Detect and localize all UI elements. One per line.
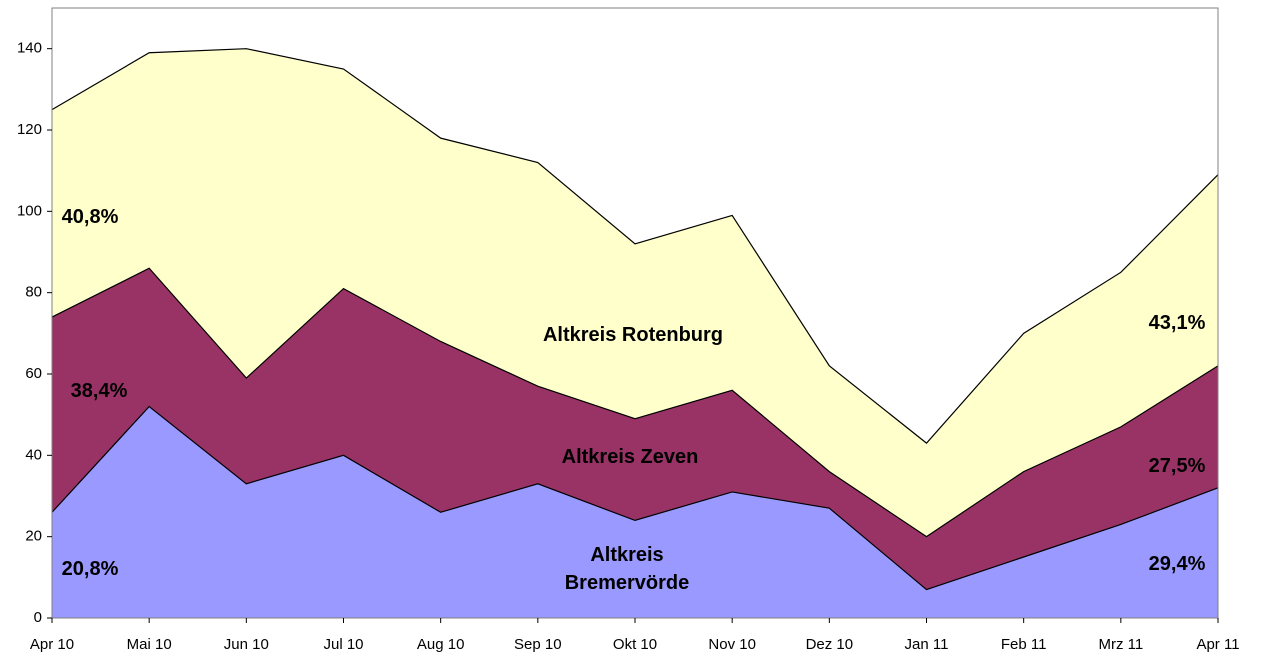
x-tick-label: Sep 10 xyxy=(514,636,562,653)
x-tick-label: Okt 10 xyxy=(613,636,657,653)
share-label: 43,1% xyxy=(1148,312,1206,334)
x-tick-label: Mrz 11 xyxy=(1098,636,1143,653)
area-edge xyxy=(51,267,1219,538)
x-tick-label: Dez 10 xyxy=(806,636,854,653)
series-label: Altkreis Zeven xyxy=(561,446,699,468)
share-label: 40,8% xyxy=(61,206,119,228)
y-tick-label: 140 xyxy=(17,40,42,57)
y-tick-label: 20 xyxy=(25,528,42,545)
y-tick-label: 40 xyxy=(25,446,42,463)
area-fill xyxy=(52,406,1218,618)
x-tick-label: Apr 10 xyxy=(30,636,74,653)
area-fill xyxy=(52,268,1218,590)
share-label: 20,8% xyxy=(61,558,119,580)
y-tick-label: 120 xyxy=(17,121,42,138)
y-tick-label: 60 xyxy=(25,365,42,382)
y-tick-label: 0 xyxy=(34,609,42,626)
area-edge xyxy=(51,405,1219,591)
x-tick-label: Apr 11 xyxy=(1196,636,1239,653)
series-label: Altkreis Bremervörde xyxy=(564,544,690,594)
x-tick-label: Aug 10 xyxy=(417,636,465,653)
x-tick-label: Jul 10 xyxy=(323,636,363,653)
area-fill xyxy=(52,48,1218,537)
y-tick-label: 100 xyxy=(17,202,42,219)
x-tick-label: Feb 11 xyxy=(1001,636,1047,653)
x-tick-label: Mai 10 xyxy=(127,636,172,653)
x-tick-label: Jun 10 xyxy=(224,636,269,653)
share-label: 29,4% xyxy=(1148,553,1206,575)
y-tick-label: 80 xyxy=(25,284,42,301)
x-tick-label: Nov 10 xyxy=(708,636,756,653)
area-edge xyxy=(51,48,1219,444)
share-label: 38,4% xyxy=(70,380,128,402)
x-tick-label: Jan 11 xyxy=(905,636,949,653)
share-label: 27,5% xyxy=(1148,455,1206,477)
series-label: Altkreis Rotenburg xyxy=(542,324,724,346)
